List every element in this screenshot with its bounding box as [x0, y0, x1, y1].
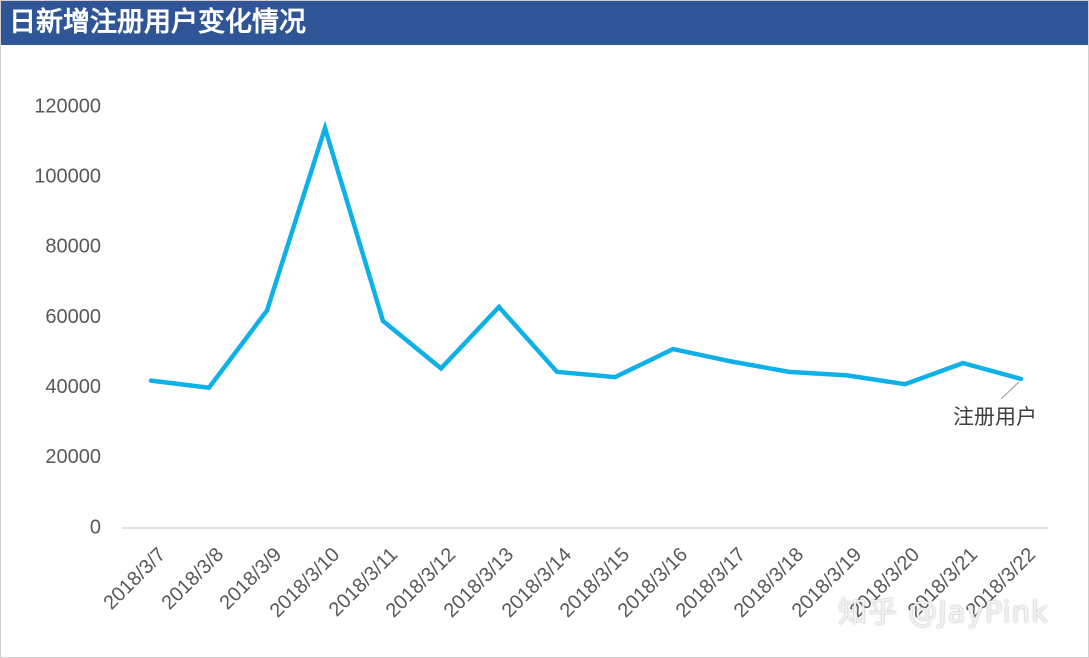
y-tick-label: 20000: [45, 446, 101, 468]
data-point: [206, 385, 212, 390]
y-tick-label: 60000: [45, 306, 101, 328]
series-label: 注册用户: [953, 405, 1037, 429]
series-line: [150, 120, 1022, 391]
data-point: [148, 378, 154, 383]
data-point: [380, 318, 386, 324]
title-bar: 日新增注册用户变化情况: [1, 1, 1088, 45]
data-point: [554, 369, 560, 375]
data-point: [786, 369, 792, 375]
data-point: [902, 382, 908, 387]
x-tick-label: 2018/3/8: [158, 544, 229, 615]
y-tick-label: 100000: [34, 165, 101, 187]
y-tick-label: 40000: [45, 376, 101, 398]
y-tick-label: 0: [90, 516, 101, 538]
x-tick-label: 2018/3/7: [100, 544, 171, 615]
series-layer: 注册用户: [148, 120, 1037, 429]
data-point: [844, 373, 850, 378]
y-axis-ticks: 0 20000 40000 60000 80000 100000 120000: [34, 95, 101, 538]
data-point: [438, 366, 444, 371]
data-point: [322, 125, 328, 131]
data-point: [496, 304, 502, 310]
data-point: [728, 359, 734, 364]
data-point: [1018, 376, 1024, 382]
data-point: [264, 308, 270, 313]
watermark: 知乎 @JayPink: [838, 595, 1049, 629]
y-tick-label: 80000: [45, 236, 101, 258]
y-tick-label: 120000: [34, 95, 101, 117]
chart-title: 日新增注册用户变化情况: [9, 7, 306, 38]
data-point: [612, 374, 618, 380]
data-point: [960, 360, 966, 366]
data-point: [670, 346, 676, 352]
series-label-leader: [1000, 381, 1020, 400]
